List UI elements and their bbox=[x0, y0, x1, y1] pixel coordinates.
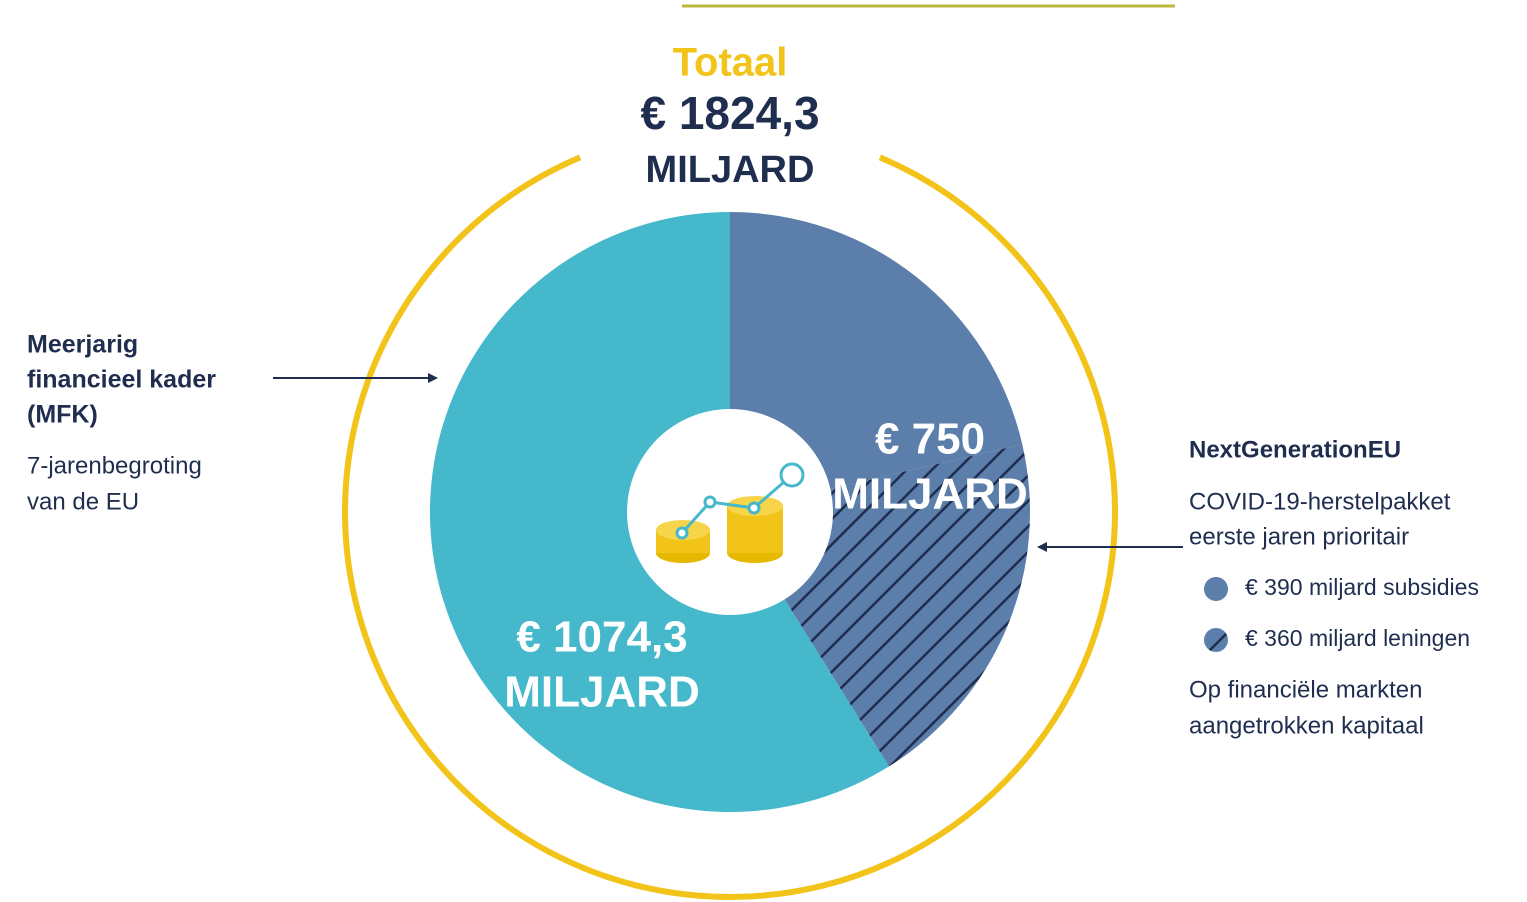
mfk-value: € 1074,3 bbox=[516, 613, 687, 662]
legend-label: € 390 miljard subsidies bbox=[1245, 574, 1479, 600]
mfk-desc-line: 7-jarenbegroting bbox=[27, 452, 202, 479]
title: Totaal bbox=[673, 41, 788, 85]
ngeu-unit: MILJARD bbox=[832, 470, 1028, 519]
ngeu-note-line: aangetrokken kapitaal bbox=[1189, 712, 1424, 739]
total-value: € 1824,3 bbox=[640, 87, 819, 139]
ngeu-title: NextGenerationEU bbox=[1189, 436, 1401, 463]
mfk-title-line: Meerjarig bbox=[27, 331, 138, 359]
ngeu-note-line: Op financiële markten bbox=[1189, 676, 1422, 703]
total-ring bbox=[342, 154, 1118, 900]
ngeu-value: € 750 bbox=[875, 415, 985, 464]
mfk-desc-line: van de EU bbox=[27, 488, 139, 515]
ngeu-desc-line: COVID-19-herstelpakket bbox=[1189, 488, 1451, 515]
mfk-title-line: (MFK) bbox=[27, 401, 98, 429]
legend-swatch bbox=[1204, 577, 1228, 601]
mfk-title-line: financieel kader bbox=[27, 366, 216, 394]
legend-swatch bbox=[1204, 628, 1228, 652]
total-unit: MILJARD bbox=[646, 149, 815, 191]
legend: € 390 miljard subsidies € 360 miljard len… bbox=[1204, 574, 1479, 652]
legend-label: € 360 miljard leningen bbox=[1245, 625, 1470, 651]
mfk-arrow bbox=[273, 373, 438, 383]
mfk-title: Meerjarig financieel kader (MFK) bbox=[27, 331, 216, 429]
mfk-description: 7-jarenbegroting van de EU bbox=[27, 452, 202, 515]
ngeu-arrow bbox=[1037, 542, 1183, 552]
donut-segment bbox=[730, 212, 1023, 512]
mfk-unit: MILJARD bbox=[504, 668, 700, 717]
coins-icon bbox=[656, 462, 805, 563]
ngeu-desc-line: eerste jaren prioritair bbox=[1189, 523, 1409, 550]
